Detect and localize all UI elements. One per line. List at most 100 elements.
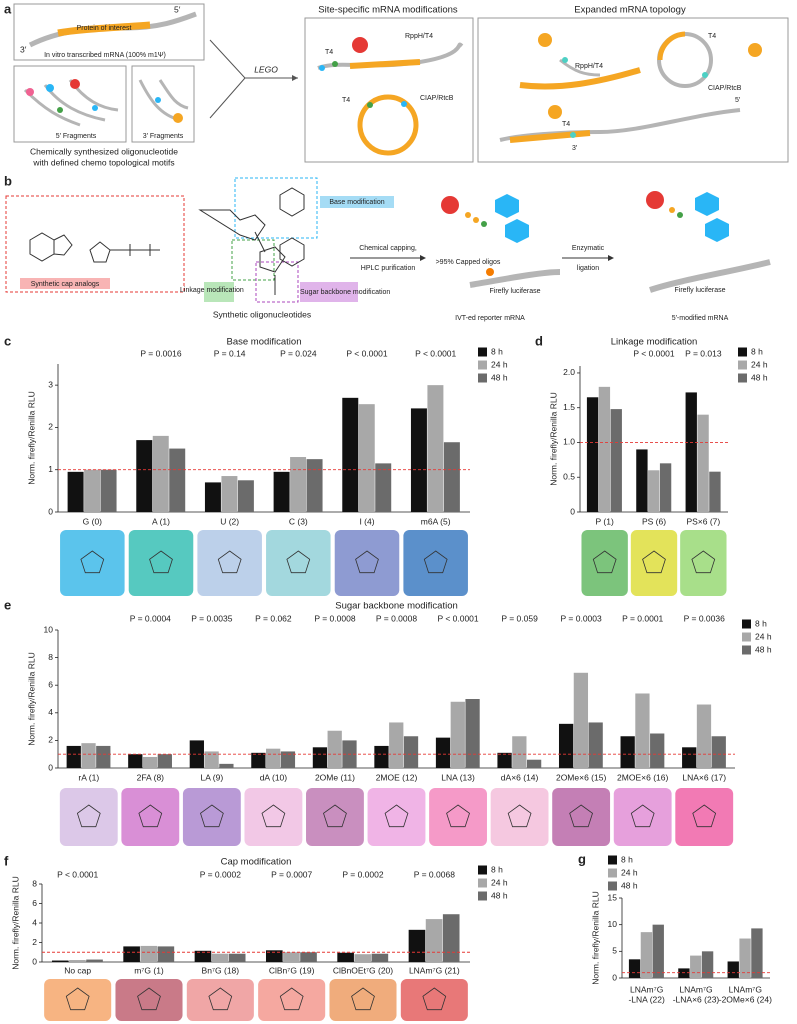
structure-box	[367, 788, 426, 846]
p-value: P < 0.0001	[415, 348, 456, 358]
bar	[211, 953, 229, 962]
dot	[155, 97, 161, 103]
y-tick-label: 1	[48, 464, 53, 474]
bar	[648, 470, 660, 512]
y-tick-label: 1.5	[563, 402, 575, 412]
legend-label: 48 h	[621, 880, 638, 890]
x-tick-label: C (3)	[289, 516, 308, 526]
bar	[711, 736, 726, 768]
p-value: P = 0.0035	[191, 613, 232, 623]
structure-box	[490, 788, 549, 846]
enzyme: T4	[708, 33, 716, 40]
structure-box	[429, 788, 487, 846]
x-tick-label: P (1)	[596, 516, 614, 526]
legend-swatch	[738, 347, 747, 357]
mrna	[469, 269, 561, 288]
bar	[157, 754, 172, 768]
bar	[142, 756, 158, 768]
label: 3′ Fragments	[143, 133, 184, 140]
bar	[280, 751, 296, 768]
bar	[652, 924, 664, 978]
bar	[685, 392, 697, 512]
base-box	[234, 177, 318, 239]
structure	[76, 804, 101, 828]
bar	[443, 442, 460, 512]
bases	[695, 192, 729, 242]
bar	[66, 745, 81, 768]
step: ligation	[577, 265, 599, 272]
structure-box	[403, 530, 468, 596]
structure-box	[680, 530, 727, 596]
bar	[123, 946, 140, 962]
bar	[450, 701, 465, 768]
legend-label: 48 h	[491, 890, 508, 900]
x-tick-label: rA (1)	[78, 772, 99, 782]
x-tick-label: -2OMe×6 (24)	[719, 994, 772, 1004]
x-tick-label: 2OMe (11)	[315, 772, 355, 782]
bar	[251, 752, 266, 768]
bar	[697, 414, 709, 512]
bar	[628, 959, 641, 978]
orf	[509, 130, 591, 143]
bar	[465, 699, 480, 768]
panel-label: g	[578, 851, 586, 866]
y-tick-label: 2	[48, 735, 53, 745]
box	[477, 17, 789, 163]
enzyme: RppH/T4	[405, 33, 433, 40]
cap	[748, 43, 762, 57]
bar	[690, 955, 702, 978]
tag-label: Synthetic cap analogs	[31, 281, 100, 288]
structure-box	[182, 788, 241, 846]
box	[304, 17, 474, 163]
cap-box	[5, 195, 185, 293]
legend-label: 24 h	[491, 877, 508, 887]
box	[13, 65, 127, 143]
bar	[374, 745, 389, 768]
y-tick-label: 1.0	[563, 437, 575, 447]
panel-label: e	[4, 597, 11, 612]
dot	[46, 84, 54, 92]
x-tick-label: LNAm⁷G (21)	[409, 965, 460, 975]
label: In vitro transcribed mRNA (100% m1Ψ)	[44, 52, 166, 59]
structure-box	[121, 788, 180, 846]
dot	[367, 102, 373, 108]
legend-label: 8 h	[621, 854, 633, 864]
label: LEGO	[254, 64, 278, 74]
cap	[441, 196, 459, 214]
caption: Synthetic oligonucleotides	[213, 309, 311, 319]
dot	[401, 101, 407, 107]
bar	[312, 747, 328, 768]
y-tick-label: 6	[32, 898, 37, 908]
enzyme: CIAP/RtcB	[420, 95, 454, 102]
structure	[692, 804, 717, 828]
arrowhead	[608, 255, 614, 261]
structure-box	[44, 979, 112, 1021]
structure	[691, 550, 716, 574]
structure-box	[186, 979, 254, 1021]
y-tick-label: 0	[48, 506, 53, 516]
y-tick-label: 0	[32, 956, 37, 966]
bar	[512, 736, 527, 768]
structure	[261, 804, 286, 828]
chart-title: Base modification	[227, 337, 302, 348]
y-axis-label: Norm. firefly/Renilla RLU	[26, 391, 36, 485]
y-tick-label: 15	[608, 892, 618, 902]
y-tick-label: 8	[48, 652, 53, 662]
structure-box	[552, 788, 611, 846]
box	[13, 3, 205, 61]
step: Enzymatic	[572, 245, 605, 252]
x-tick-label: dA×6 (14)	[501, 772, 539, 782]
bar	[650, 733, 665, 768]
x-tick-label: 2OMe×6 (15)	[556, 772, 606, 782]
enzyme: CIAP/RtcB	[708, 85, 742, 92]
arrowhead	[292, 75, 298, 81]
dot	[669, 207, 675, 213]
legend-label: 8 h	[751, 346, 763, 356]
bar	[425, 919, 443, 962]
mrna	[519, 67, 641, 90]
bar	[266, 748, 281, 768]
chart-title: Cap modification	[221, 857, 292, 868]
cap	[538, 33, 552, 47]
structure-box	[60, 530, 125, 596]
label: 5′ Fragments	[56, 133, 97, 140]
